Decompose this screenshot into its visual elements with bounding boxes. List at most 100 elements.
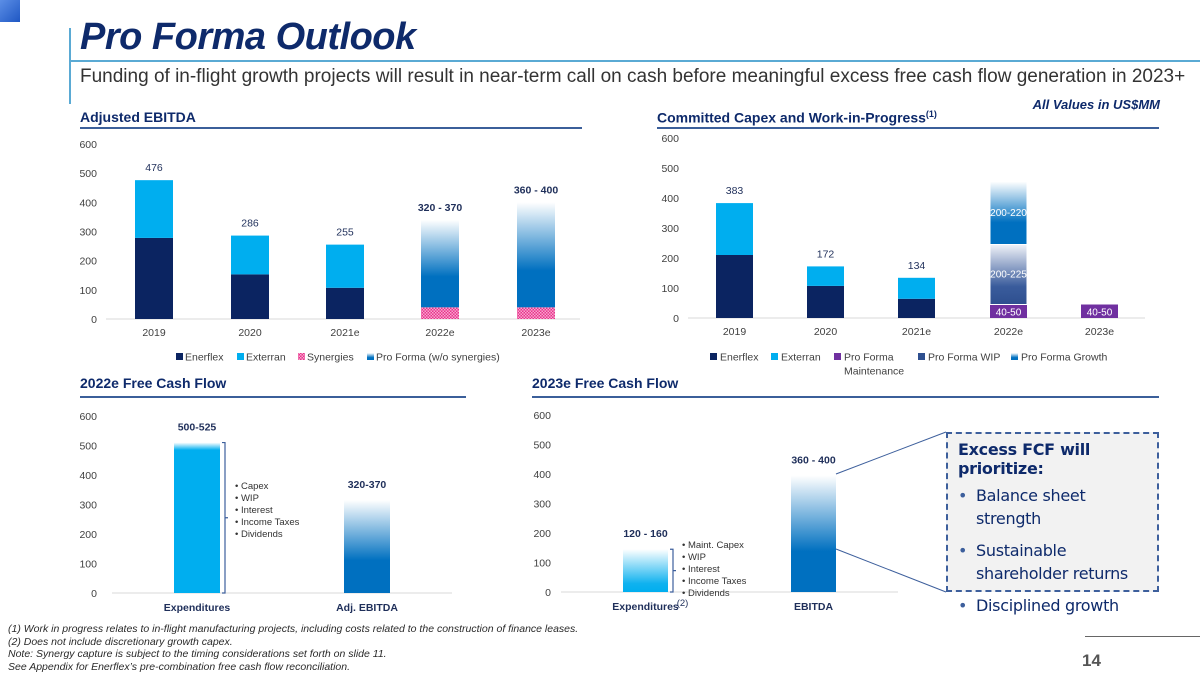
y-tick-label: 600 (79, 411, 97, 423)
page-title: Pro Forma Outlook (80, 16, 416, 58)
x-tick-label: 2020 (814, 326, 838, 338)
bar-pro-forma-maintenance-2022e (990, 304, 1027, 318)
callout-connector-bottom (835, 548, 947, 593)
y-tick-label: 600 (79, 139, 97, 151)
x-tick-label: 2019 (142, 327, 166, 339)
callout-item: Disciplined growth (958, 594, 1147, 617)
callout-connector-top (835, 431, 947, 475)
capex-title-footnote: (1) (925, 109, 937, 119)
legend-label: Exterran (246, 352, 286, 364)
bar-exterran-2019 (716, 203, 753, 255)
segment-label: 200-220 (990, 208, 1027, 219)
y-tick-label: 400 (79, 197, 97, 209)
y-tick-label: 200 (79, 256, 97, 268)
x-category-footnote: (2) (677, 598, 689, 609)
section-title-fcf2023: 2023e Free Cash Flow (532, 375, 679, 391)
bracket-item: • Interest (682, 564, 720, 575)
y-tick-label: 300 (533, 499, 551, 511)
bracket (222, 441, 228, 594)
bracket-item: • Maint. Capex (682, 540, 744, 551)
segment-label: 40-50 (1087, 307, 1113, 318)
x-category-label: Expenditures (164, 602, 231, 614)
section-title-ebitda: Adjusted EBITDA (80, 109, 196, 125)
legend-swatch (771, 353, 778, 360)
legend-label: Enerflex (720, 352, 759, 364)
segment-label: 200-225 (990, 270, 1027, 281)
legend-swatch (176, 353, 183, 360)
fcf2023-chart: 0 100 200 300 400 500 600 120 - 160 Expenditures… (533, 410, 898, 613)
excess-fcf-callout: Excess FCF will prioritize: Balance shee… (946, 432, 1159, 617)
footnote-2: (2) Does not include discretionary growt… (8, 635, 233, 648)
data-label: 320 - 370 (418, 202, 463, 214)
y-tick-label: 0 (545, 587, 551, 599)
y-tick-label: 400 (661, 193, 679, 205)
bar-pro-forma-wip-2022e (989, 244, 1028, 305)
legend-label: Exterran (781, 352, 821, 364)
bar-enerflex-2021e (898, 298, 935, 318)
data-label: 120 - 160 (623, 528, 668, 540)
legend-swatch (834, 353, 841, 360)
data-label: 172 (817, 248, 835, 260)
x-tick-label: 2022e (994, 326, 1023, 338)
bar-pro-forma-w-o-synergies--2023e (517, 202, 555, 308)
data-label: 286 (241, 218, 259, 230)
y-tick-label: 300 (79, 227, 97, 239)
bar-expenditures (623, 549, 668, 592)
bar-synergies-2022e (421, 307, 459, 319)
y-tick-label: 400 (533, 469, 551, 481)
header-horizontal-rule (69, 60, 1200, 62)
capex-chart: 0 100 200 300 400 500 600 383 2019 172 2020 134 2021… (661, 133, 1145, 378)
data-label: 476 (145, 162, 163, 174)
y-tick-label: 200 (79, 529, 97, 541)
data-label: 360 - 400 (791, 454, 836, 466)
legend-label: Pro Forma (844, 352, 894, 364)
bracket (670, 548, 676, 593)
header-vertical-rule (69, 28, 71, 104)
y-tick-label: 600 (661, 133, 679, 145)
legend-label: Pro Forma WIP (928, 352, 1000, 364)
footnote-1: (1) Work in progress relates to in-fligh… (8, 623, 579, 635)
y-tick-label: 100 (79, 559, 97, 571)
x-tick-label: 2021e (330, 327, 359, 339)
section-rule-ebitda (80, 127, 582, 129)
y-tick-label: 0 (91, 588, 97, 600)
callout-heading: Excess FCF will prioritize: (958, 440, 1091, 478)
data-label: 320-370 (348, 479, 387, 491)
data-label: 383 (726, 185, 744, 197)
footnotes: (1) Work in progress relates to in-fligh… (8, 623, 578, 673)
segment-label: 40-50 (996, 307, 1022, 318)
bracket-item: • Dividends (235, 529, 283, 540)
footnote-appendix: See Appendix for Enerflex’s pre-combinat… (8, 660, 351, 673)
bracket-item: • WIP (235, 493, 259, 504)
section-rule-capex (657, 127, 1159, 129)
y-tick-label: 100 (533, 558, 551, 570)
data-label: 500-525 (178, 422, 217, 434)
x-category-label: EBITDA (794, 601, 834, 613)
x-category-label: Expenditures (612, 601, 679, 613)
y-tick-label: 200 (661, 253, 679, 265)
y-tick-label: 500 (79, 441, 97, 453)
y-tick-label: 600 (533, 410, 551, 422)
data-label: 255 (336, 227, 354, 239)
legend-swatch (710, 353, 717, 360)
bar-enerflex-2020 (231, 274, 269, 319)
bracket-item: • Income Taxes (682, 576, 747, 587)
bar-enerflex-2020 (807, 285, 844, 318)
bracket-item: • Capex (235, 481, 269, 492)
y-tick-label: 0 (91, 314, 97, 326)
page-subtitle: Funding of in-flight growth projects wil… (80, 66, 1186, 87)
fcf2022-chart: 0 100 200 300 400 500 600 500-525 Expenditures 32… (79, 411, 452, 614)
x-tick-label: 2023e (1085, 326, 1114, 338)
data-label: 360 - 400 (514, 184, 559, 196)
bar-ebitda (791, 475, 836, 592)
x-category-label: Adj. EBITDA (336, 602, 398, 614)
legend-label: Enerflex (185, 352, 224, 364)
section-rule-fcf2023 (532, 396, 1159, 398)
bar-enerflex-2019 (716, 255, 753, 318)
y-tick-label: 500 (79, 168, 97, 180)
data-label: 134 (908, 260, 926, 272)
y-tick-label: 200 (533, 528, 551, 540)
page-number-rule (1085, 636, 1200, 637)
bracket-item: • Income Taxes (235, 517, 300, 528)
